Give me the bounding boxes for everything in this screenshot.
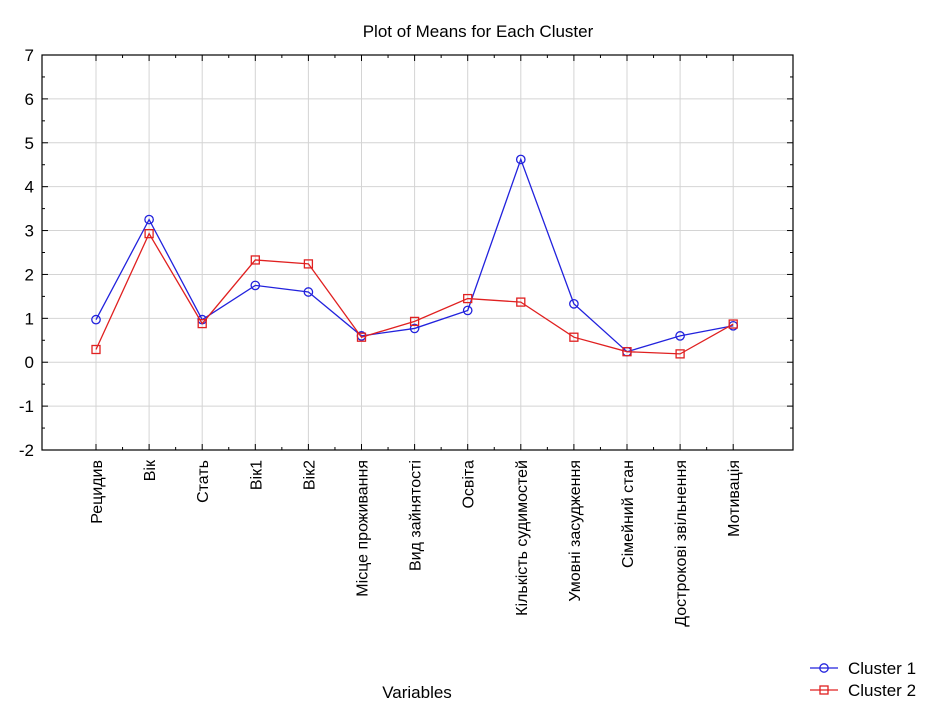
data-point (250, 255, 260, 265)
data-point (250, 280, 261, 291)
category-label: Дострокові звільнення (673, 460, 690, 627)
category-label: Вік1 (248, 460, 265, 490)
data-point (91, 344, 101, 355)
category-label: Вік2 (301, 460, 318, 490)
y-tick-label: 3 (25, 222, 34, 241)
data-point (303, 287, 314, 297)
y-axis: 7 6 5 4 3 2 1 0 -1 -2 (19, 46, 793, 460)
y-tick-label: 7 (25, 46, 34, 65)
y-tick-label: 1 (25, 309, 34, 328)
data-point (622, 347, 632, 357)
category-label: Місце проживання (355, 460, 372, 597)
data-point (462, 305, 473, 316)
x-axis: Рецидив Вік Стать Вік1 Вік2 Місце проживання В… (89, 55, 743, 627)
data-point (197, 318, 207, 329)
y-tick-label: -1 (19, 397, 34, 416)
legend-item: Cluster 2 (810, 681, 916, 700)
category-label: Сімейний стан (620, 460, 637, 568)
data-point (303, 259, 314, 269)
data-point (515, 154, 526, 165)
series-group (91, 154, 739, 359)
data-point (144, 228, 154, 239)
data-point (463, 293, 473, 304)
legend-marker (819, 685, 829, 695)
y-tick-label: 4 (25, 178, 34, 197)
grid-lines (42, 54, 793, 451)
series-line (95, 232, 734, 355)
data-point (675, 349, 685, 359)
data-point (144, 214, 154, 225)
y-tick-label: 6 (25, 90, 34, 109)
category-label: Освіта (461, 460, 478, 509)
category-label: Умовні засудження (567, 460, 584, 602)
data-point (728, 319, 738, 329)
data-point (569, 298, 579, 309)
legend-marker (819, 663, 829, 673)
legend-label: Cluster 2 (848, 681, 916, 700)
category-label: Кількість судимостей (514, 460, 531, 616)
legend: Cluster 1 Cluster 2 (810, 659, 916, 700)
data-point (409, 323, 420, 334)
y-tick-label: -2 (19, 441, 34, 460)
data-point (409, 316, 420, 327)
category-label: Мотивація (726, 460, 743, 537)
series-2 (91, 228, 738, 359)
category-label: Стать (195, 460, 212, 503)
category-label: Вік (142, 459, 159, 481)
x-axis-label: Variables (382, 683, 452, 702)
y-tick-label: 0 (25, 353, 34, 372)
legend-item: Cluster 1 (810, 659, 916, 678)
data-point (91, 314, 101, 325)
category-label: Рецидив (89, 460, 106, 524)
data-point (675, 331, 685, 341)
data-point (569, 332, 579, 342)
legend-label: Cluster 1 (848, 659, 916, 678)
category-label: Вид зайнятості (408, 460, 425, 571)
data-point (516, 297, 526, 307)
y-tick-label: 5 (25, 134, 34, 153)
y-tick-label: 2 (25, 265, 34, 284)
chart-title: Plot of Means for Each Cluster (363, 22, 594, 41)
data-point (356, 332, 367, 342)
